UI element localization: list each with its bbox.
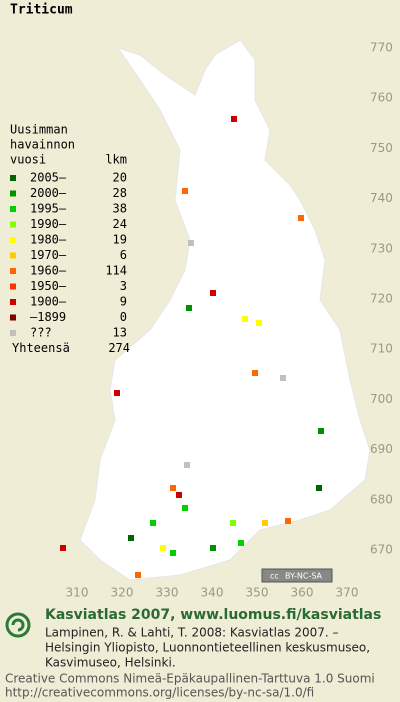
legend-count: 24 <box>113 217 127 231</box>
northing-label: 730 <box>370 241 393 255</box>
legend-count: 19 <box>113 233 127 247</box>
easting-label: 360 <box>291 586 314 600</box>
legend-label: 1980– <box>30 233 67 247</box>
northing-label: 750 <box>370 141 393 155</box>
easting-label: 350 <box>246 586 269 600</box>
legend-label: 2005– <box>30 171 67 185</box>
citation-line: Lampinen, R. & Lahti, T. 2008: Kasviatla… <box>45 626 339 640</box>
badge-license: BY-NC-SA <box>285 572 323 581</box>
northing-label: 710 <box>370 342 393 356</box>
legend-label: 1950– <box>30 279 67 293</box>
legend-swatch <box>10 314 16 321</box>
legend-count: 3 <box>120 279 127 293</box>
northing-label: 680 <box>370 492 393 506</box>
license-badge: cc BY-NC-SA <box>261 568 333 583</box>
legend-count: 20 <box>113 171 127 185</box>
legend-year-header: vuosi <box>10 153 46 167</box>
occurrence-squares <box>60 116 324 578</box>
easting-label: 310 <box>66 586 89 600</box>
footer: Lampinen, R. & Lahti, T. 2008: Kasviatla… <box>5 626 375 700</box>
legend-count: 13 <box>113 326 127 340</box>
legend-label: 1960– <box>30 264 67 278</box>
legend-count: 9 <box>120 295 127 309</box>
legend-swatch <box>10 268 16 274</box>
finland-outline <box>79 39 371 581</box>
legend-count: 114 <box>105 264 127 278</box>
license-line: Creative Commons Nimeä-Epäkaupallinen-Ta… <box>5 672 375 686</box>
legend-swatch <box>10 221 16 228</box>
legend-label: 1900– <box>30 295 67 309</box>
legend-swatch <box>10 330 16 336</box>
legend-heading: havainnon <box>10 138 75 152</box>
legend-count: 0 <box>120 310 127 324</box>
citation-line: Kasvimuseo, Helsinki. <box>45 656 176 670</box>
legend-label: –1899 <box>30 310 66 324</box>
legend-total-label: Yhteensä <box>12 341 70 355</box>
northing-label: 690 <box>370 442 393 456</box>
easting-label: 340 <box>201 586 224 600</box>
northing-label: 670 <box>370 543 393 557</box>
legend-total: 274 <box>108 341 130 355</box>
legend-label: 2000– <box>30 186 67 200</box>
easting-label: 370 <box>336 586 359 600</box>
legend-count-header: lkm <box>105 153 127 167</box>
northing-label: 760 <box>370 91 393 105</box>
legend-swatch <box>10 252 16 259</box>
logo <box>5 612 31 638</box>
legend-swatch <box>10 299 16 305</box>
easting-label: 320 <box>111 586 134 600</box>
legend-label: 1995– <box>30 202 67 216</box>
legend-swatch <box>10 237 16 243</box>
footer-heading: Kasviatlas 2007, www.luomus.fi/kasviatla… <box>45 607 381 623</box>
legend-label: ??? <box>30 326 52 340</box>
badge-cc: cc <box>270 572 279 581</box>
legend-swatch <box>10 175 16 181</box>
legend-heading: Uusimman <box>10 123 68 137</box>
legend-swatch <box>10 283 16 290</box>
northing-label: 770 <box>370 41 393 55</box>
northing-label: 740 <box>370 191 393 205</box>
legend-swatch <box>10 190 16 197</box>
legend-label: 1970– <box>30 248 67 262</box>
legend-count: 28 <box>113 186 127 200</box>
legend-count: 6 <box>120 248 127 262</box>
legend-label: 1990– <box>30 217 67 231</box>
title: Triticum <box>10 3 73 18</box>
northing-label: 720 <box>370 292 393 306</box>
license-line: http://creativecommons.org/licenses/by-n… <box>5 686 314 700</box>
legend-count: 38 <box>113 202 127 216</box>
easting-label: 330 <box>156 586 179 600</box>
legend-swatch <box>10 206 16 212</box>
northing-label: 700 <box>370 392 393 406</box>
citation-line: Helsingin Yliopisto, Luonnontieteellinen… <box>45 641 370 655</box>
